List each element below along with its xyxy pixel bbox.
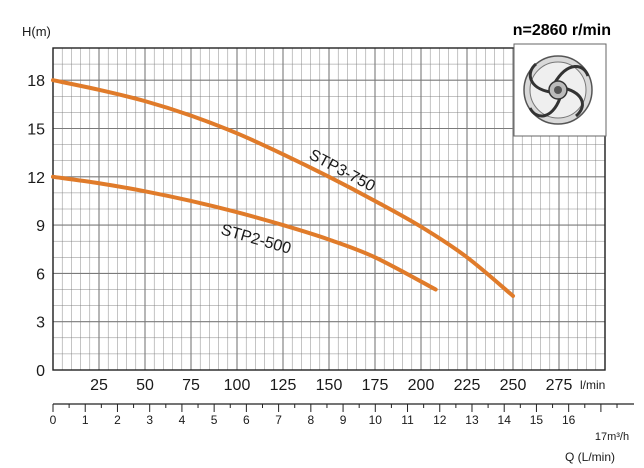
x-tick-label: 100	[224, 377, 251, 394]
x2-tick-label: 14	[498, 413, 512, 427]
impeller-inset	[513, 43, 607, 137]
impeller-icon	[523, 55, 593, 125]
x-tick-label: 125	[270, 377, 297, 394]
x2-tick-label: 8	[307, 413, 314, 427]
y-tick-label: 3	[36, 315, 45, 332]
y-tick-labels: 0 3 6 9 12 15 18	[27, 73, 45, 380]
x-tick-label: 250	[500, 377, 527, 394]
x2-tick-label: 6	[243, 413, 250, 427]
x2-tick-label: 0	[50, 413, 57, 427]
x-axis-unit-label: l/min	[580, 378, 605, 392]
x2-tick-label: 12	[433, 413, 447, 427]
series-line-stp3-750	[51, 78, 515, 298]
x-tick-label: 25	[90, 377, 108, 394]
series-label-stp2-500: STP2-500	[219, 222, 293, 258]
curves	[51, 78, 515, 298]
x2-axis-label: Q (L/min)	[565, 450, 615, 464]
x-tick-label: 225	[454, 377, 481, 394]
x2-tick-label: 15	[530, 413, 544, 427]
x2-tick-label: 10	[369, 413, 383, 427]
x2-tick-label: 13	[465, 413, 479, 427]
x-tick-label: 50	[136, 377, 154, 394]
chart-title: n=2860 r/min	[513, 22, 611, 39]
x-tick-label: 75	[182, 377, 200, 394]
y-tick-label: 15	[27, 122, 45, 139]
x2-tick-label: 2	[114, 413, 121, 427]
y-tick-label: 6	[36, 266, 45, 283]
plot-frame	[52, 47, 606, 371]
x2-tick-label: 7	[275, 413, 282, 427]
x2-axis-unit-label: 17m³/h	[595, 431, 629, 443]
x2-tick-label: 9	[340, 413, 347, 427]
series-line-stp2-500	[51, 174, 438, 292]
x-tick-label: 275	[546, 377, 573, 394]
x2-tick-label: 4	[179, 413, 186, 427]
x2-tick-label: 11	[401, 413, 414, 427]
x2-tick-label: 3	[146, 413, 153, 427]
x-tick-label: 175	[362, 377, 389, 394]
x2-tick-label: 16	[562, 413, 576, 427]
y-axis-label: H(m)	[22, 24, 51, 39]
y-tick-label: 0	[36, 363, 45, 380]
y-tick-label: 12	[27, 170, 45, 187]
y-tick-label: 18	[27, 73, 45, 90]
secondary-x-axis: 0 1 2 3 4 5 6 7 8 9 10 11 12 13 14 15 16	[50, 403, 634, 427]
x-tick-label: 200	[408, 377, 435, 394]
x2-tick-label: 5	[211, 413, 218, 427]
x2-tick-label: 1	[82, 413, 89, 427]
x-tick-labels: 25 50 75 100 125 150 175 200 225 250 275	[90, 377, 572, 394]
x-tick-label: 150	[316, 377, 343, 394]
y-tick-label: 9	[36, 218, 45, 235]
